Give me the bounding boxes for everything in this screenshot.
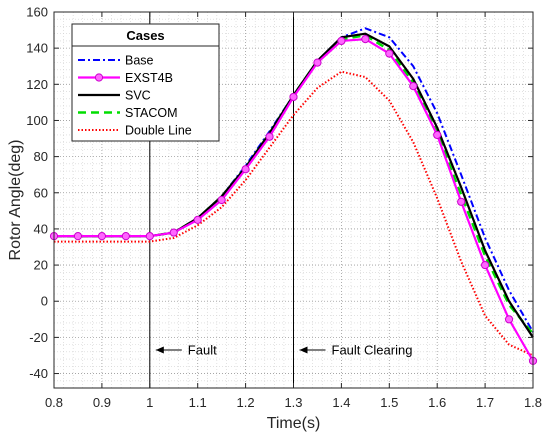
y-axis-title: Rotor Angle(deg) bbox=[7, 140, 24, 261]
x-tick-label: 1.4 bbox=[332, 395, 350, 410]
annotation-arrow-head bbox=[299, 346, 308, 354]
series-point-exst4b bbox=[504, 315, 514, 324]
x-tick-label: 1.5 bbox=[380, 395, 398, 410]
series-point-exst4b bbox=[361, 35, 370, 44]
x-tick-label: 1.7 bbox=[476, 395, 494, 410]
annotation-arrow-head bbox=[155, 346, 164, 354]
series-point-exst4b bbox=[337, 36, 346, 46]
legend-label: STACOM bbox=[125, 106, 178, 120]
series-point-exst4b bbox=[265, 132, 274, 141]
y-tick-label: -20 bbox=[29, 330, 48, 345]
legend-box bbox=[71, 23, 220, 142]
series-line-double-line bbox=[54, 70, 534, 357]
series-point-exst4b bbox=[481, 260, 490, 270]
y-tick-label: 80 bbox=[34, 149, 48, 164]
series-point-exst4b bbox=[121, 232, 130, 241]
legend: Cases Base EXST4B SVC STACOM Double Line bbox=[71, 23, 220, 142]
series-point-exst4b bbox=[385, 49, 394, 58]
x-tick-label: 0.9 bbox=[93, 395, 111, 410]
x-tick-label: 1.1 bbox=[189, 395, 207, 410]
series-point-exst4b bbox=[241, 165, 250, 174]
x-axis-title: Time(s) bbox=[267, 415, 321, 432]
y-tick-label: 100 bbox=[26, 113, 48, 128]
series-point-exst4b bbox=[433, 130, 442, 140]
y-tick-label: 0 bbox=[41, 294, 48, 309]
y-tick-label: 140 bbox=[26, 41, 48, 56]
series-point-exst4b bbox=[409, 82, 418, 91]
annotation-label: Fault bbox=[188, 343, 217, 358]
legend-swatch-marker bbox=[94, 73, 104, 82]
legend-label: Base bbox=[125, 53, 154, 67]
x-tick-label: 1.8 bbox=[524, 395, 542, 410]
legend-title: Cases bbox=[126, 28, 164, 43]
series-point-exst4b bbox=[193, 215, 202, 224]
series-point-exst4b bbox=[457, 197, 466, 206]
y-tick-label: 60 bbox=[34, 185, 48, 200]
series-point-exst4b bbox=[97, 232, 107, 241]
y-tick-label: 20 bbox=[34, 258, 48, 273]
y-tick-label: 40 bbox=[34, 221, 48, 236]
y-tick-label: 160 bbox=[26, 5, 48, 20]
series-layer bbox=[49, 27, 538, 365]
annotation-label: Fault Clearing bbox=[332, 343, 413, 358]
y-tick-labels: -40 -20 0 20 40 60 80 100 120 140 160 bbox=[26, 5, 533, 381]
y-tick-label: 120 bbox=[26, 77, 48, 92]
series-point-exst4b bbox=[145, 232, 154, 241]
x-tick-label: 1.6 bbox=[428, 395, 446, 410]
series-point-exst4b bbox=[217, 195, 226, 205]
x-tick-label: 1.3 bbox=[284, 395, 302, 410]
y-tick-label: -40 bbox=[29, 366, 48, 381]
series-point-exst4b bbox=[169, 228, 178, 237]
x-tick-label: 1.2 bbox=[237, 395, 255, 410]
series-point-exst4b bbox=[313, 58, 322, 67]
legend-label: EXST4B bbox=[125, 71, 173, 85]
x-tick-label: 0.8 bbox=[45, 395, 63, 410]
x-tick-labels: 0.8 0.9 1 1.1 1.2 1.3 1.4 1.5 1.6 1.7 1.8 bbox=[45, 12, 542, 410]
series-point-exst4b bbox=[289, 92, 298, 102]
legend-label: Double Line bbox=[125, 123, 192, 137]
legend-label: SVC bbox=[125, 88, 151, 102]
series-point-exst4b bbox=[73, 232, 83, 241]
x-tick-label: 1 bbox=[146, 395, 153, 410]
annotations: Fault Fault Clearing bbox=[155, 343, 413, 358]
